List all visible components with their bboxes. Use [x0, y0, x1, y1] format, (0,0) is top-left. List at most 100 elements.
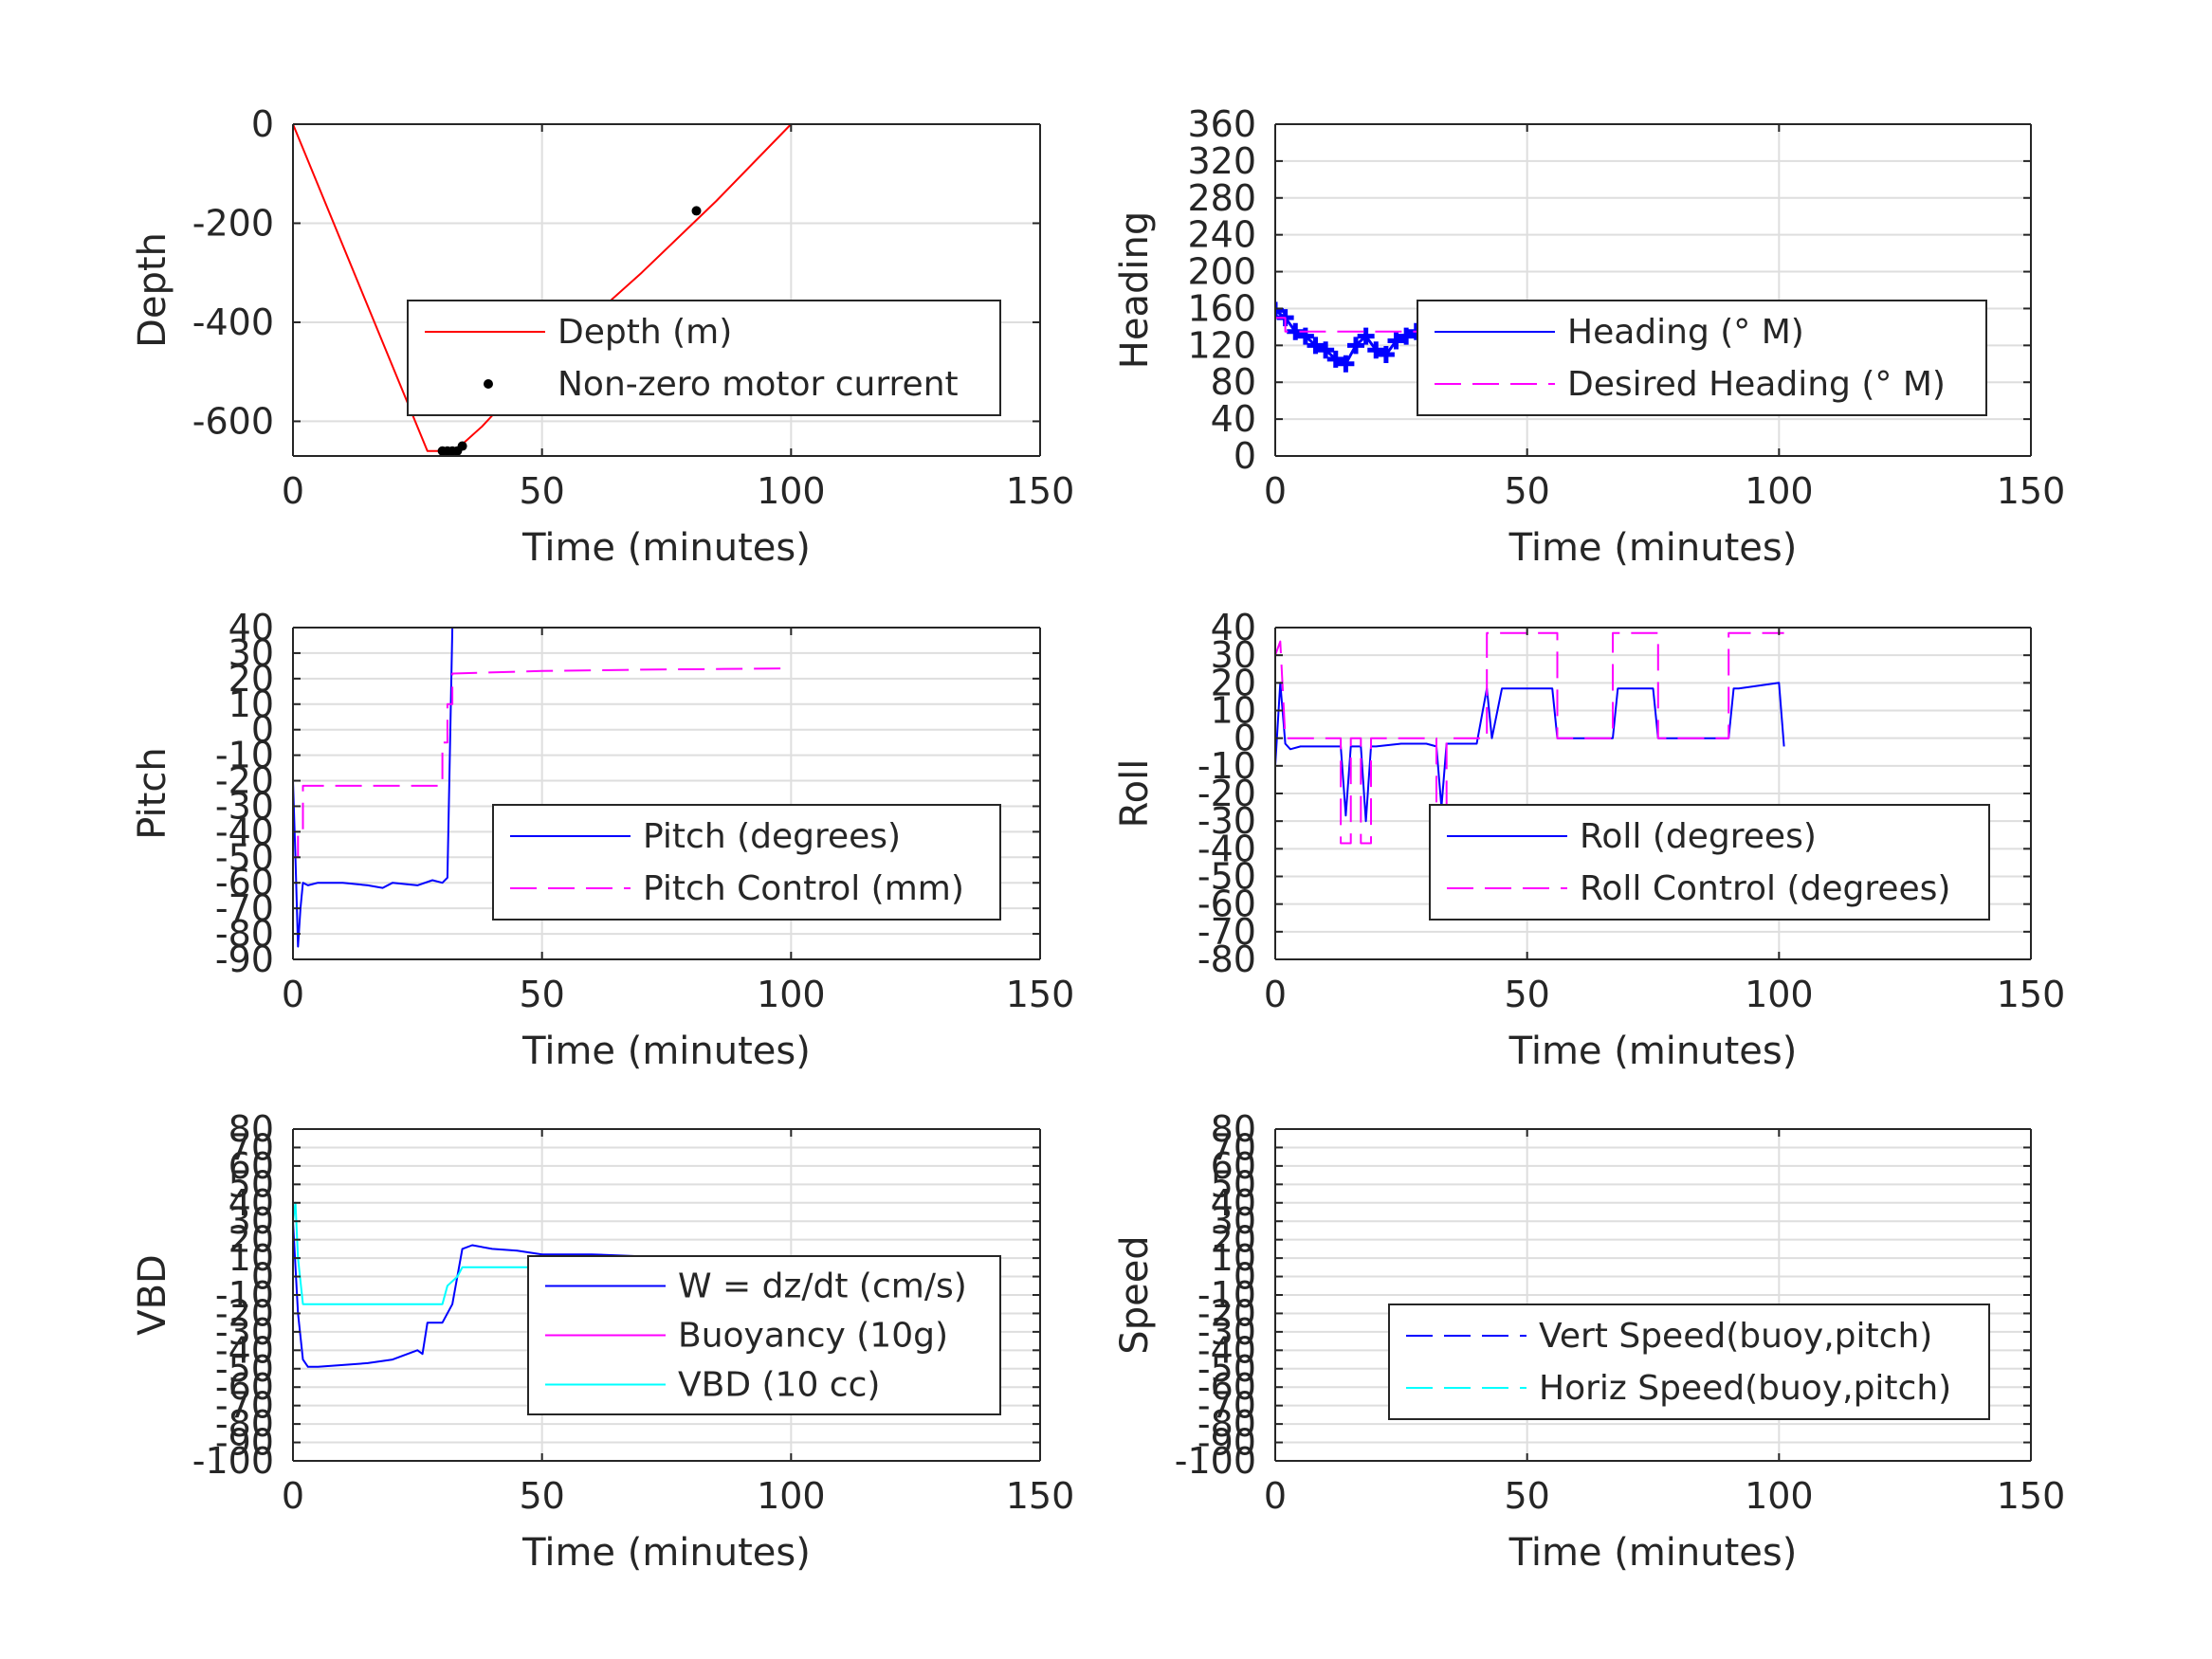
- x-tick-label: 100: [757, 470, 826, 512]
- data-point: [1377, 346, 1395, 364]
- legend: Vert Speed(buoy,pitch) Horiz Speed(buoy,p…: [1388, 1304, 1990, 1420]
- y-tick-label: -10: [215, 735, 274, 776]
- y-axis-label: Speed: [1113, 1235, 1157, 1354]
- y-tick-label: 120: [1187, 324, 1256, 366]
- x-tick-label: 0: [282, 1475, 304, 1517]
- data-point: [1275, 301, 1284, 319]
- x-axis-label: Time (minutes): [521, 1030, 811, 1073]
- y-tick-label: 50: [229, 1163, 274, 1205]
- y-tick-label: 0: [251, 709, 274, 751]
- y-tick-label: -80: [1197, 939, 1256, 980]
- y-tick-label: 0: [251, 103, 274, 145]
- y-tick-label: 20: [1211, 1219, 1256, 1261]
- legend: Roll (degrees) Roll Control (degrees): [1429, 804, 1990, 921]
- data-point: [1317, 341, 1335, 359]
- data-point: [691, 206, 702, 216]
- y-tick-label: -40: [215, 1329, 274, 1371]
- x-tick-label: 50: [1504, 470, 1549, 512]
- y-tick-label: -10: [215, 1274, 274, 1316]
- y-tick-label: 80: [1211, 361, 1256, 403]
- data-point: [1337, 355, 1355, 373]
- data-point: [1367, 341, 1385, 359]
- legend-label: Heading (° M): [1567, 313, 1804, 352]
- legend-label: Depth (m): [558, 313, 732, 352]
- data-point: [457, 441, 467, 451]
- y-tick-label: 10: [229, 684, 274, 725]
- y-tick-label: -50: [215, 1348, 274, 1390]
- y-tick-label: -40: [1197, 1329, 1256, 1371]
- y-tick-label: 30: [1211, 1200, 1256, 1242]
- y-tick-label: -90: [215, 1422, 274, 1464]
- y-tick-label: -70: [1197, 1385, 1256, 1427]
- y-tick-label: 240: [1187, 214, 1256, 256]
- series-line-2: [1275, 631, 1784, 845]
- y-tick-label: -20: [215, 1292, 274, 1334]
- y-tick-label: 0: [251, 1256, 274, 1298]
- legend-label: Pitch Control (mm): [643, 869, 964, 908]
- y-tick-label: -100: [192, 1440, 274, 1482]
- legend-marker: [484, 379, 493, 389]
- y-tick-label: 20: [229, 1219, 274, 1261]
- data-point: [1398, 327, 1416, 345]
- x-tick-label: 150: [1006, 470, 1075, 512]
- y-tick-label: -100: [1175, 1440, 1256, 1482]
- panel-1: 0 50 100 150 -600 -400 -200 0 Time (minutes) Dept…: [131, 103, 1074, 570]
- legend-box: [1417, 300, 1987, 416]
- y-tick-label: -400: [192, 301, 274, 343]
- data-point: [1326, 350, 1344, 368]
- y-tick-label: -60: [1197, 1366, 1256, 1408]
- y-tick-label: 360: [1187, 103, 1256, 145]
- y-tick-label: 0: [1234, 718, 1256, 759]
- panel-4: 0 50 100 150-80-70-60-50-40-30-20-100102030…: [1113, 607, 2065, 1073]
- y-axis-label: Heading: [1113, 211, 1157, 369]
- y-tick-label: -80: [215, 1403, 274, 1445]
- legend-label: VBD (10 cc): [678, 1366, 880, 1405]
- y-tick-label: -30: [215, 785, 274, 827]
- y-tick-label: 160: [1187, 287, 1256, 329]
- y-axis-label: VBD: [131, 1254, 174, 1336]
- data-point: [1307, 337, 1325, 355]
- y-tick-label: 40: [1211, 1182, 1256, 1224]
- panel-3: 0 50 100 150-90-80-70-60-50-40-30-20-100102…: [131, 607, 1074, 1073]
- y-tick-label: 70: [229, 1126, 274, 1168]
- legend-label: Roll (degrees): [1580, 817, 1817, 856]
- x-axis-label: Time (minutes): [1508, 1531, 1798, 1575]
- series-group: [293, 627, 781, 948]
- y-tick-label: -20: [1197, 1292, 1256, 1334]
- y-tick-label: -200: [192, 202, 274, 244]
- series-line-1: [293, 123, 793, 452]
- x-axis-label: Time (minutes): [521, 526, 811, 570]
- x-tick-label: 150: [1006, 974, 1075, 1015]
- y-tick-label: 200: [1187, 251, 1256, 293]
- x-tick-label: 0: [1264, 470, 1287, 512]
- legend-label: Buoyancy (10g): [678, 1317, 948, 1356]
- x-axis-label: Time (minutes): [1508, 526, 1798, 570]
- y-tick-label: 70: [1211, 1126, 1256, 1168]
- x-tick-label: 0: [282, 974, 304, 1015]
- y-tick-label: -60: [215, 862, 274, 903]
- x-tick-label: 50: [519, 470, 564, 512]
- y-tick-label: 30: [229, 1200, 274, 1242]
- data-point: [1387, 332, 1405, 350]
- data-point: [1347, 337, 1365, 355]
- y-tick-label: -80: [215, 913, 274, 955]
- y-tick-label: -10: [1197, 1274, 1256, 1316]
- y-tick-label: -40: [1197, 828, 1256, 869]
- y-tick-label: 80: [229, 1108, 274, 1150]
- legend-label: Non-zero motor current: [558, 365, 959, 404]
- y-tick-label: -70: [215, 1385, 274, 1427]
- y-tick-label: -60: [215, 1366, 274, 1408]
- x-tick-label: 100: [757, 974, 826, 1015]
- y-tick-label: 320: [1187, 140, 1256, 182]
- legend-label: Pitch (degrees): [643, 817, 901, 856]
- data-point: [1357, 327, 1375, 345]
- y-tick-label: 40: [1211, 607, 1256, 648]
- y-tick-label: 280: [1187, 177, 1256, 219]
- series-group: [293, 123, 793, 456]
- x-tick-label: 150: [1997, 974, 2066, 1015]
- x-tick-label: 150: [1997, 470, 2066, 512]
- x-tick-label: 50: [1504, 974, 1549, 1015]
- y-tick-label: -10: [1197, 745, 1256, 787]
- y-tick-label: 40: [1211, 398, 1256, 440]
- series-line-2: [293, 667, 781, 859]
